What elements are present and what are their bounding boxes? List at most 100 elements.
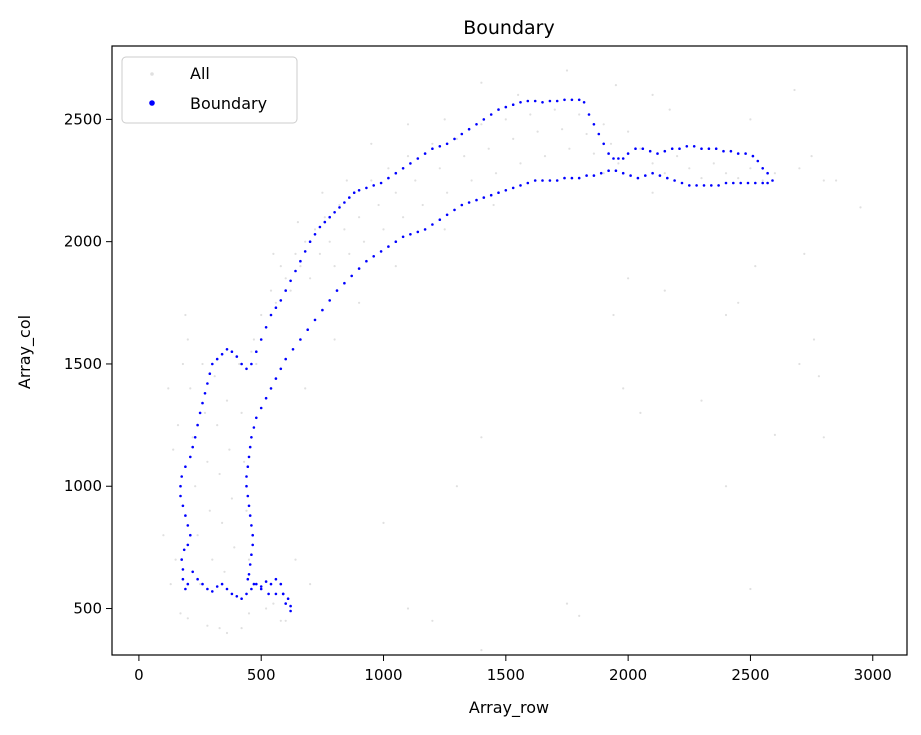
boundary-point-68	[318, 225, 322, 229]
all-point-120	[431, 619, 434, 622]
boundary-point-55	[254, 350, 258, 354]
all-point-74	[543, 155, 547, 158]
all-point-35	[289, 289, 292, 292]
boundary-point-188	[401, 235, 405, 239]
boundary-point-80	[387, 176, 390, 180]
all-point-17	[228, 448, 231, 451]
boundary-point-65	[303, 250, 307, 253]
boundary-point-176	[489, 193, 493, 197]
boundary-point-127	[707, 147, 711, 150]
boundary-point-198	[328, 299, 332, 302]
boundary-point-90	[460, 132, 464, 136]
boundary-point-28	[186, 543, 190, 547]
all-point-128	[162, 534, 165, 537]
all-point-165	[517, 93, 520, 96]
all-point-84	[627, 130, 630, 133]
boundary-point-135	[761, 167, 764, 170]
boundary-point-4	[274, 577, 278, 581]
all-point-81	[602, 123, 605, 126]
x-tick-label-500: 500	[247, 666, 276, 684]
boundary-point-45	[208, 372, 212, 376]
boundary-point-76	[357, 189, 361, 192]
all-point-158	[810, 155, 813, 158]
boundary-point-212	[250, 436, 253, 439]
all-point-102	[812, 338, 816, 341]
all-point-152	[602, 172, 605, 175]
boundary-point-133	[751, 154, 755, 158]
boundary-point-199	[321, 308, 324, 312]
all-point-136	[206, 624, 209, 627]
all-point-140	[247, 612, 251, 615]
all-point-94	[749, 167, 752, 170]
boundary-point-116	[626, 152, 630, 155]
all-point-11	[213, 375, 216, 378]
boundary-point-216	[245, 475, 248, 478]
all-point-162	[565, 69, 569, 72]
boundary-point-57	[264, 326, 268, 329]
all-point-118	[565, 602, 569, 605]
boundary-point-37	[189, 455, 192, 459]
boundary-point-150	[680, 181, 684, 185]
boundary-point-138	[766, 181, 769, 185]
all-point-45	[338, 203, 341, 207]
boundary-point-141	[746, 181, 750, 185]
boundary-point-224	[250, 553, 253, 556]
boundary-point-77	[365, 186, 368, 190]
boundary-point-18	[206, 587, 209, 591]
all-point-168	[370, 142, 373, 145]
boundary-point-158	[621, 171, 625, 175]
all-point-125	[169, 583, 172, 586]
boundary-point-105	[570, 98, 574, 102]
boundary-point-21	[191, 570, 194, 574]
boundary-point-196	[343, 281, 346, 285]
all-point-129	[167, 387, 170, 390]
all-point-113	[700, 399, 703, 402]
all-point-134	[179, 612, 182, 615]
boundary-point-229	[259, 587, 263, 591]
all-point-63	[455, 137, 458, 140]
boundary-point-143	[732, 181, 735, 185]
all-point-2	[191, 436, 194, 439]
boundary-point-87	[438, 145, 442, 148]
boundary-point-102	[548, 99, 552, 103]
boundary-point-139	[761, 181, 764, 185]
boundary-point-233	[286, 597, 290, 600]
all-point-57	[406, 155, 410, 158]
all-point-28	[255, 362, 258, 366]
x-axis-label: Array_row	[469, 698, 549, 718]
boundary-point-74	[348, 196, 351, 199]
boundary-point-101	[541, 101, 544, 104]
boundary-point-29	[189, 533, 192, 537]
boundary-point-182	[445, 213, 449, 217]
boundary-point-165	[570, 176, 574, 180]
boundary-point-88	[445, 142, 449, 146]
boundary-point-113	[612, 157, 615, 160]
boundary-point-155	[644, 174, 647, 177]
boundary-point-179	[467, 201, 471, 204]
all-point-12	[216, 424, 219, 427]
boundary-point-85	[423, 152, 427, 155]
all-point-119	[455, 485, 458, 488]
all-point-39	[309, 277, 312, 280]
boundary-point-168	[548, 179, 552, 182]
boundary-point-31	[184, 514, 187, 517]
all-point-144	[294, 558, 297, 561]
boundary-point-217	[245, 484, 248, 488]
all-point-163	[614, 84, 618, 87]
boundary-point-121	[663, 149, 667, 153]
all-point-164	[480, 81, 483, 84]
all-point-85	[639, 147, 642, 150]
all-point-32	[274, 301, 277, 304]
boundary-points-group	[179, 98, 774, 613]
boundary-point-119	[648, 149, 652, 153]
boundary-point-230	[267, 592, 270, 596]
y-tick-label-1000: 1000	[64, 477, 102, 495]
all-point-55	[394, 191, 397, 194]
all-point-169	[345, 179, 348, 182]
x-axis-ticks: 0 500 1000 1500 2000 2500 3000	[134, 655, 892, 684]
all-point-34	[284, 277, 287, 280]
boundary-point-60	[279, 299, 283, 302]
all-point-51	[370, 179, 373, 182]
all-point-24	[245, 509, 248, 512]
